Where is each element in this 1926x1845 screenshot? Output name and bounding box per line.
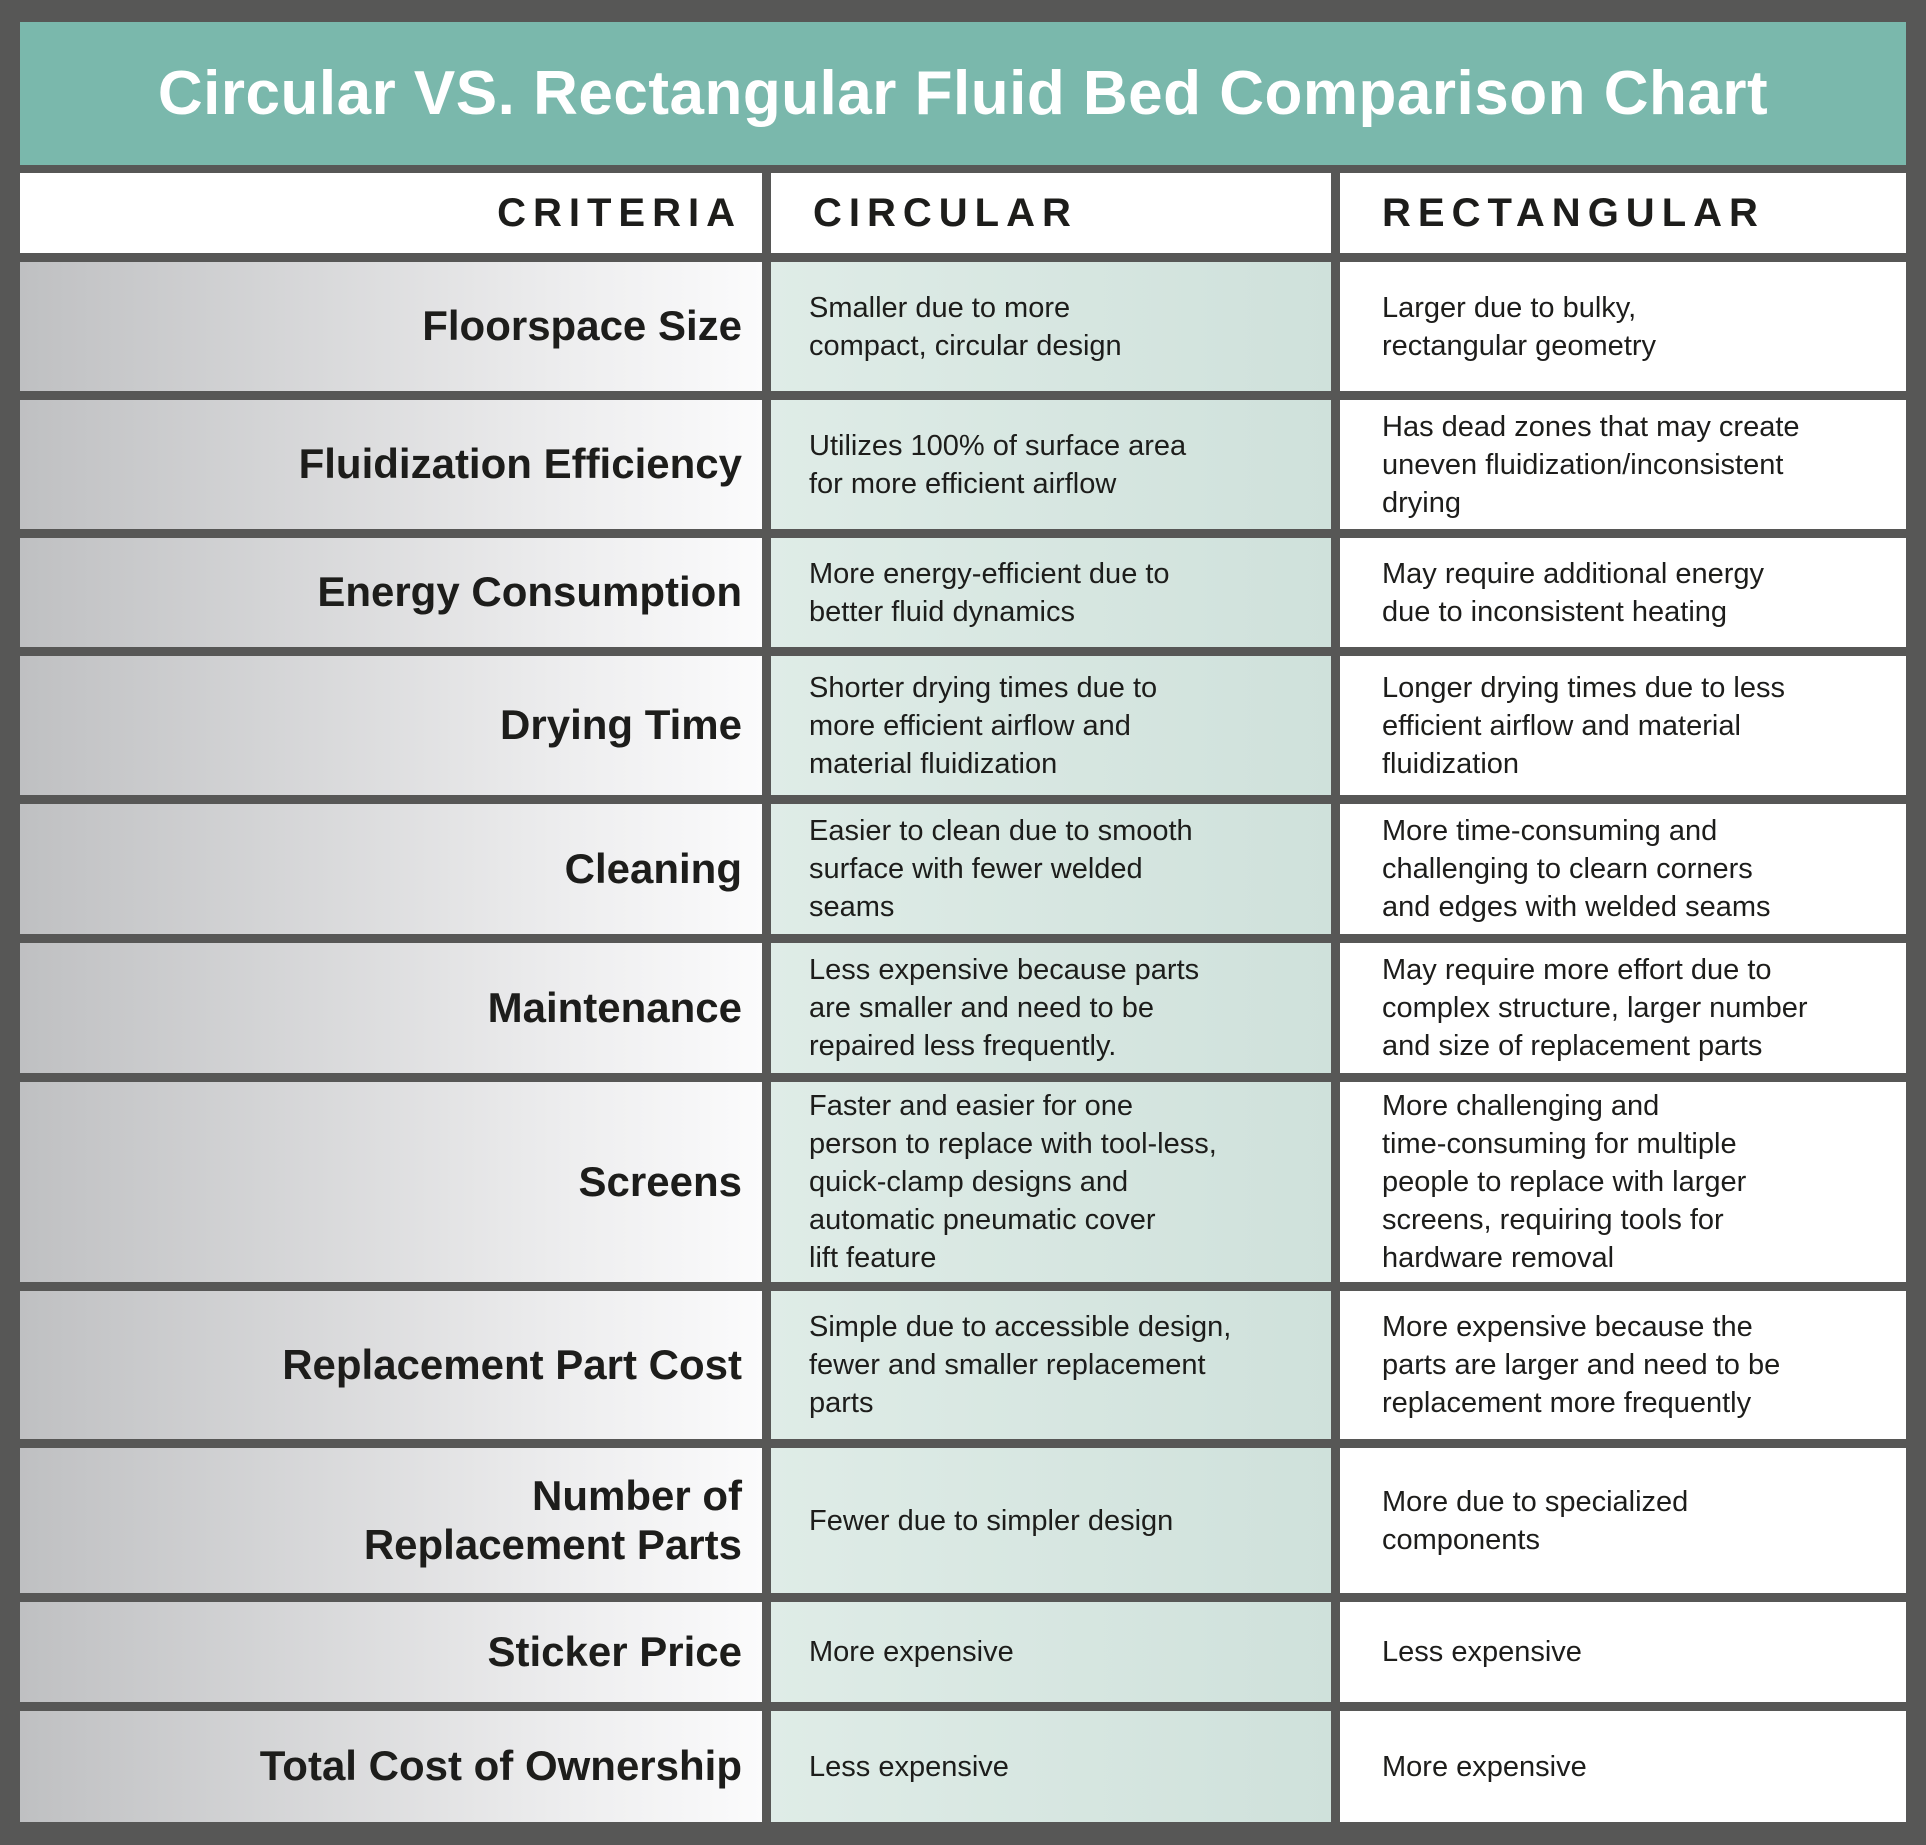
row-criteria-drying-time: Drying Time	[20, 656, 762, 795]
cell-circular-number-of-replacement-parts: Fewer due to simpler design	[771, 1448, 1331, 1593]
cell-rectangular-screens: More challenging and time-consuming for …	[1340, 1082, 1906, 1282]
cell-circular-sticker-price: More expensive	[771, 1602, 1331, 1702]
cell-rectangular-replacement-part-cost: More expensive because the parts are lar…	[1340, 1291, 1906, 1439]
cell-circular-screens: Faster and easier for one person to repl…	[771, 1082, 1331, 1282]
cell-rectangular-cleaning: More time-consuming and challenging to c…	[1340, 804, 1906, 934]
row-criteria-floorspace-size: Floorspace Size	[20, 262, 762, 391]
row-criteria-maintenance: Maintenance	[20, 943, 762, 1073]
cell-rectangular-maintenance: May require more effort due to complex s…	[1340, 943, 1906, 1073]
cell-circular-drying-time: Shorter drying times due to more efficie…	[771, 656, 1331, 795]
cell-circular-floorspace-size: Smaller due to more compact, circular de…	[771, 262, 1331, 391]
cell-rectangular-number-of-replacement-parts: More due to specialized components	[1340, 1448, 1906, 1593]
cell-circular-total-cost-of-ownership: Less expensive	[771, 1711, 1331, 1822]
cell-circular-replacement-part-cost: Simple due to accessible design, fewer a…	[771, 1291, 1331, 1439]
column-header-circular: CIRCULAR	[771, 173, 1331, 253]
cell-circular-fluidization-efficiency: Utilizes 100% of surface area for more e…	[771, 400, 1331, 529]
title-bar: Circular VS. Rectangular Fluid Bed Compa…	[20, 22, 1906, 165]
row-criteria-energy-consumption: Energy Consumption	[20, 538, 762, 647]
cell-circular-maintenance: Less expensive because parts are smaller…	[771, 943, 1331, 1073]
cell-rectangular-drying-time: Longer drying times due to less efficien…	[1340, 656, 1906, 795]
row-criteria-sticker-price: Sticker Price	[20, 1602, 762, 1702]
cell-circular-energy-consumption: More energy-efficient due to better flui…	[771, 538, 1331, 647]
row-criteria-fluidization-efficiency: Fluidization Efficiency	[20, 400, 762, 529]
cell-rectangular-fluidization-efficiency: Has dead zones that may create uneven fl…	[1340, 400, 1906, 529]
row-criteria-cleaning: Cleaning	[20, 804, 762, 934]
comparison-table: CRITERIA CIRCULAR RECTANGULAR Floorspace…	[20, 173, 1906, 1822]
row-criteria-replacement-part-cost: Replacement Part Cost	[20, 1291, 762, 1439]
cell-rectangular-sticker-price: Less expensive	[1340, 1602, 1906, 1702]
row-criteria-number-of-replacement-parts: Number of Replacement Parts	[20, 1448, 762, 1593]
row-criteria-total-cost-of-ownership: Total Cost of Ownership	[20, 1711, 762, 1822]
cell-circular-cleaning: Easier to clean due to smooth surface wi…	[771, 804, 1331, 934]
column-header-rectangular: RECTANGULAR	[1340, 173, 1906, 253]
cell-rectangular-energy-consumption: May require additional energy due to inc…	[1340, 538, 1906, 647]
cell-rectangular-floorspace-size: Larger due to bulky, rectangular geometr…	[1340, 262, 1906, 391]
column-header-criteria: CRITERIA	[20, 173, 762, 253]
row-criteria-screens: Screens	[20, 1082, 762, 1282]
cell-rectangular-total-cost-of-ownership: More expensive	[1340, 1711, 1906, 1822]
page-title: Circular VS. Rectangular Fluid Bed Compa…	[157, 59, 1769, 128]
